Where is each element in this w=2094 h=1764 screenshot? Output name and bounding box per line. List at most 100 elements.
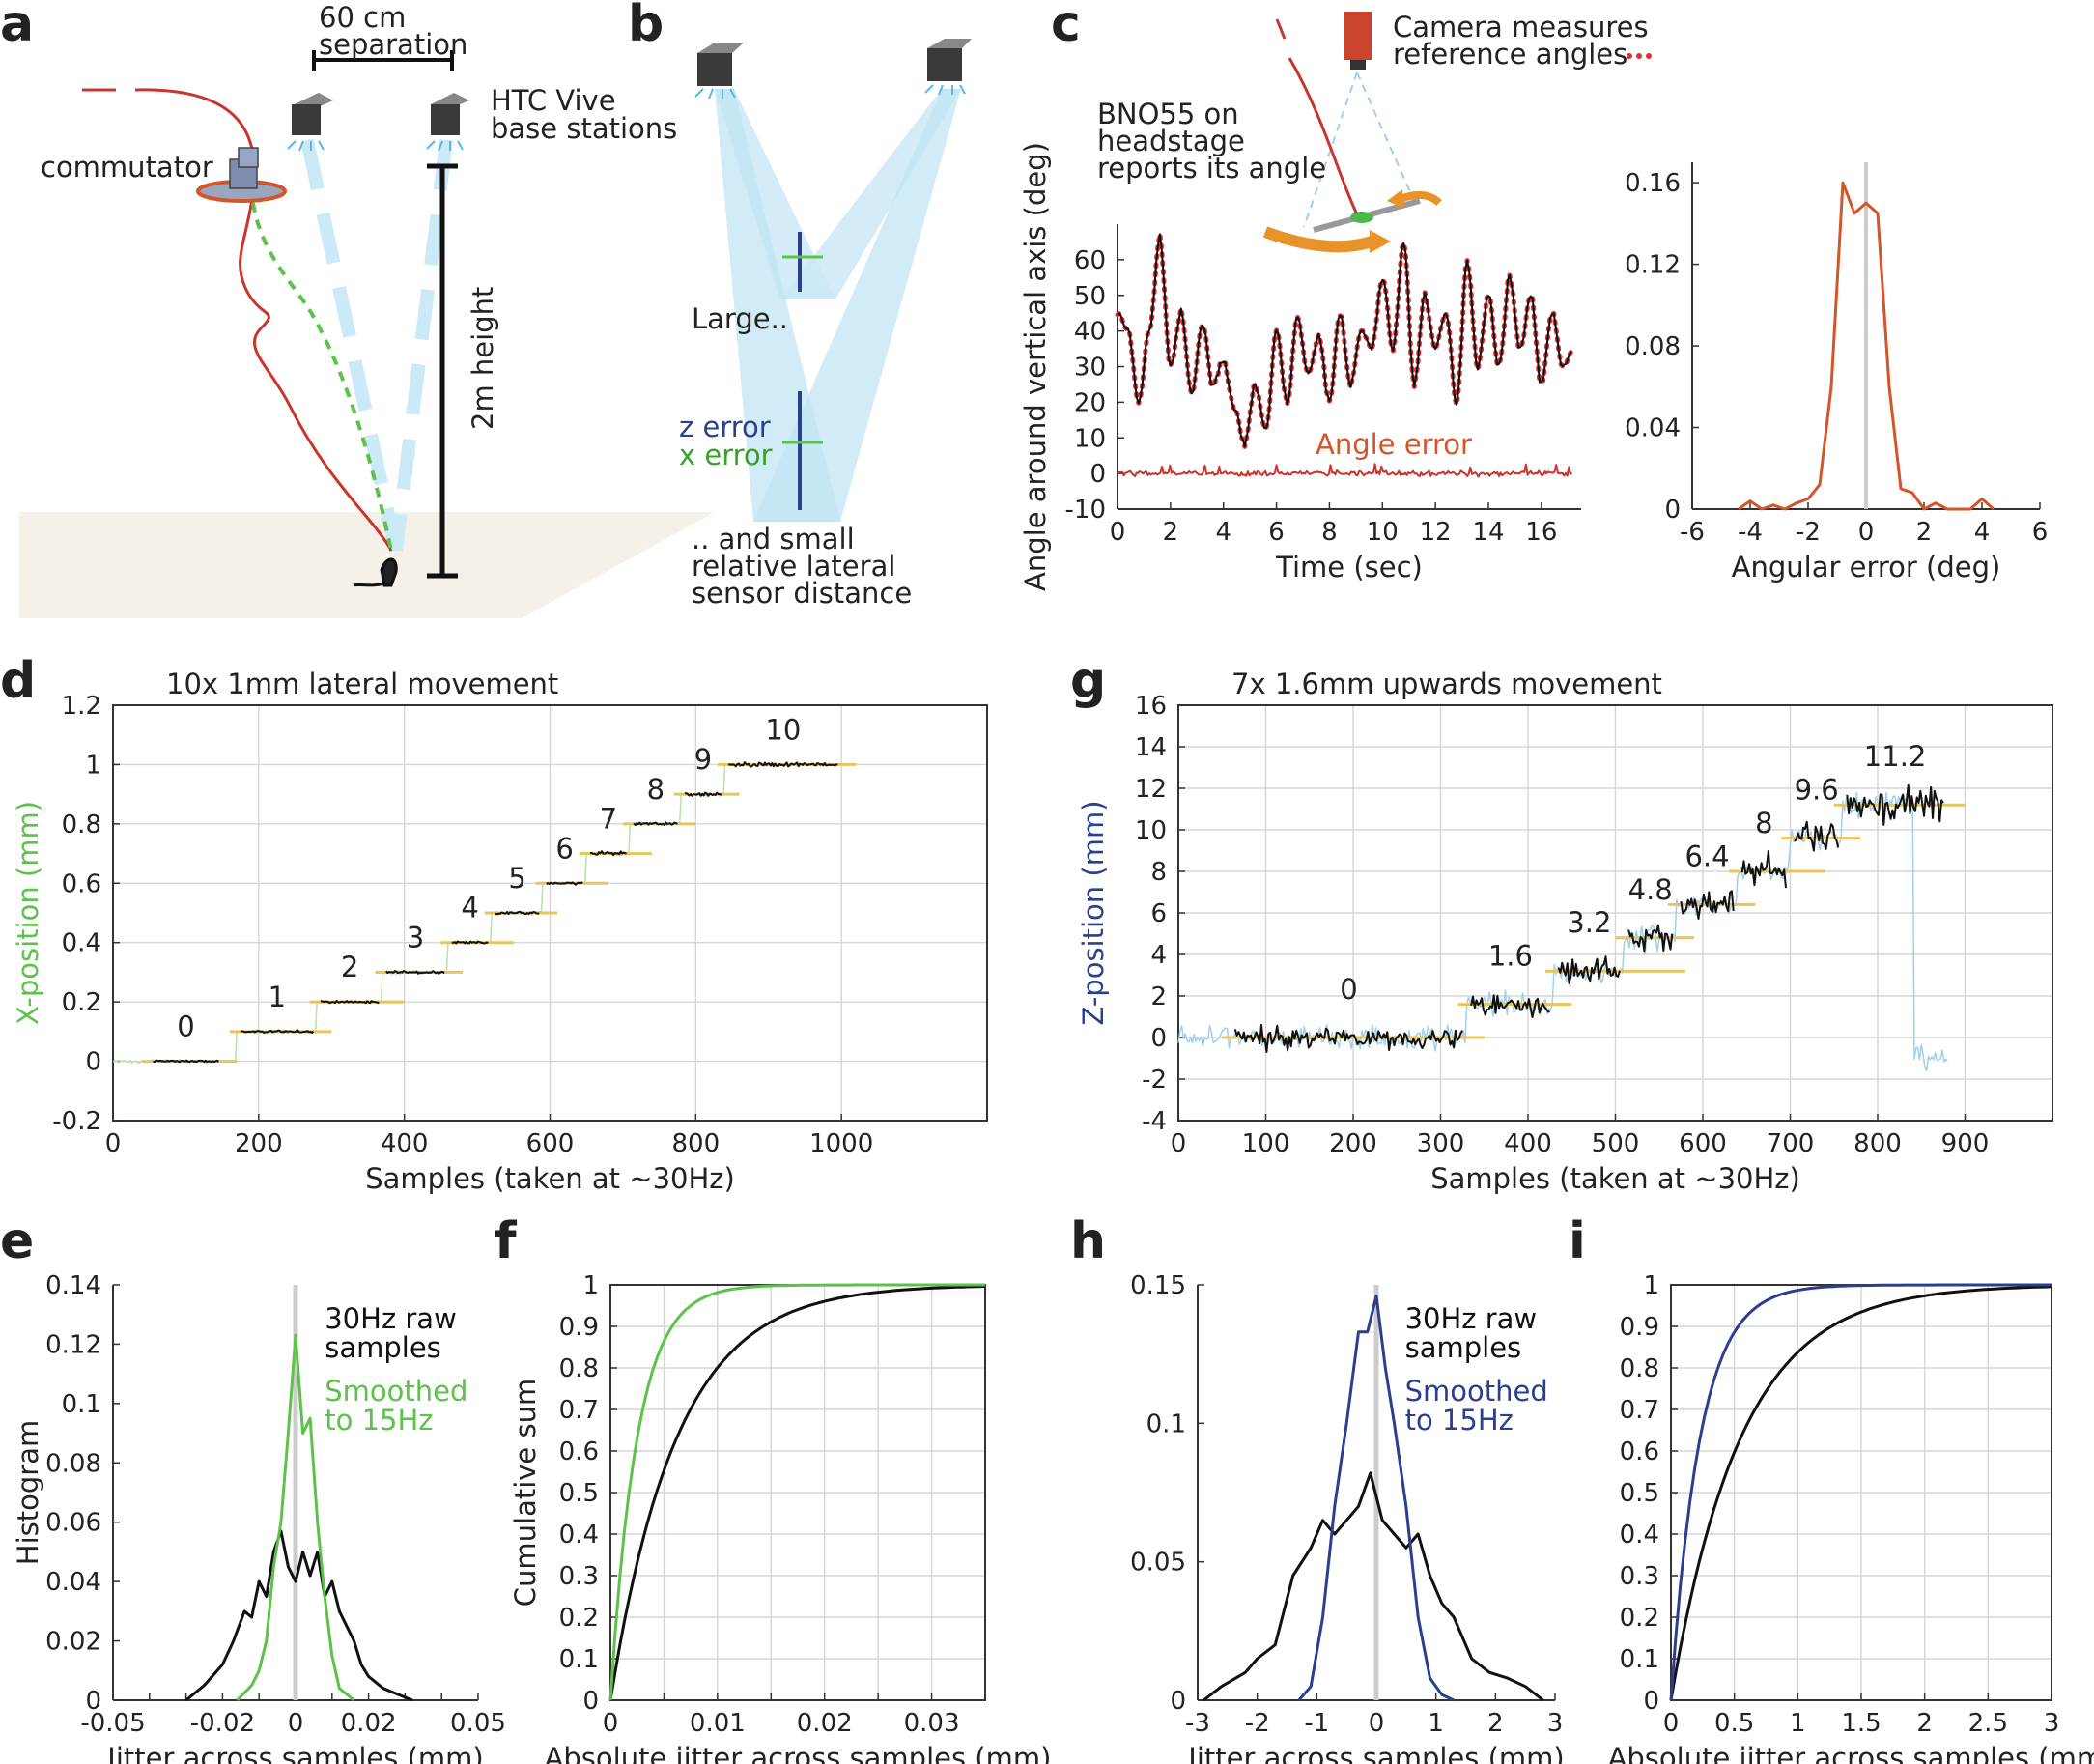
smoothed-cumulative-line	[1669, 1283, 2052, 1701]
chart-cumulative-x: 0 0.01 0.02 0.03 0 0.1 0.2 0.3 0.4 0.5 0.6 0.7 0.8 0.…	[509, 1271, 1051, 1764]
y-axis-label: Histogram	[12, 1420, 44, 1565]
y-tick-label: 0.06	[45, 1509, 101, 1538]
x-tick-label: -2	[1796, 518, 1821, 547]
y-tick-label: 0.4	[62, 929, 101, 958]
panel-label-b: b	[628, 0, 664, 53]
legend-label: Smoothed	[1405, 1375, 1548, 1408]
panel-label-d: d	[0, 652, 36, 710]
panel-label-f: f	[495, 1212, 518, 1270]
stationary-samples-line	[1627, 924, 1674, 953]
y-tick-label: 0.1	[62, 1390, 101, 1419]
y-tick-label: 0.6	[559, 1437, 599, 1466]
y-tick-label: 10	[1135, 816, 1167, 845]
small-label-1: .. and small	[692, 523, 855, 555]
y-tick-label: 12	[1135, 775, 1167, 804]
y-tick-label: -10	[1065, 496, 1106, 525]
x-axis-label: Samples (taken at ~30Hz)	[365, 1162, 735, 1195]
panel-label-c: c	[1051, 0, 1081, 53]
x-tick-label: 14	[1472, 518, 1504, 547]
chart-jitter-hist-z: -3 -2 -1 0 1 2 3 0 0.05 0.1 0.15 Jitter across samp…	[1130, 1271, 1565, 1764]
x-tick-label: 6	[2032, 518, 2049, 547]
y-tick-label: 0.04	[1625, 414, 1681, 443]
y-tick-label: 0	[1089, 460, 1106, 489]
x-tick-label: 800	[672, 1129, 721, 1158]
x-tick-label: 400	[381, 1129, 429, 1158]
rotation-arrow-icon	[1262, 226, 1373, 253]
y-tick-label: 1	[1643, 1271, 1659, 1300]
y-tick-label: 60	[1074, 246, 1106, 275]
x-tick-label: 0.03	[904, 1709, 960, 1738]
chart-jitter-hist-x: -0.05 -0.02 0 0.02 0.05 0 0.02 0.04 0.06 0.08 0.1 0…	[12, 1271, 506, 1764]
step-label: 9	[694, 743, 712, 776]
x-tick-label: 0.5	[1714, 1709, 1754, 1738]
x-tick-label: -3	[1185, 1709, 1210, 1738]
x-axis-label: Absolute jitter across samples (mm)	[1608, 1742, 2094, 1764]
angle-error-label: Angle error	[1316, 428, 1472, 461]
x-tick-label: 1000	[809, 1129, 873, 1158]
x-tick-label: 400	[1504, 1129, 1552, 1158]
raw-line	[1203, 1471, 1544, 1702]
base-station-b-right-icon	[924, 39, 972, 96]
smoothed-line	[1297, 1295, 1455, 1702]
x-tick-label: 700	[1767, 1129, 1815, 1158]
y-tick-label: 0.7	[1620, 1396, 1659, 1425]
chart-angular-error-hist: -6 -4 -2 0 2 4 6 0 0.04 0.08 0.12 0.16 Angular error…	[1625, 162, 2048, 583]
step-label: 3.2	[1567, 906, 1611, 939]
legend-label: samples	[1405, 1331, 1522, 1364]
y-tick-label: 1	[582, 1271, 599, 1300]
y-axis-label: Cumulative sum	[509, 1379, 542, 1607]
panel-label-a: a	[0, 0, 34, 53]
y-tick-label: 4	[1150, 941, 1167, 970]
y-tick-label: 0.12	[45, 1330, 101, 1359]
angular-error-line	[1738, 181, 1995, 511]
x-axis-label: Samples (taken at ~30Hz)	[1430, 1162, 1800, 1195]
base-stations-label-2: base stations	[491, 112, 677, 145]
y-tick-label: 0.2	[1620, 1604, 1659, 1633]
x-tick-label: 1	[1428, 1709, 1444, 1738]
y-tick-label: 0	[1664, 496, 1681, 525]
x-tick-label: -0.05	[80, 1709, 145, 1738]
x-axis-label: Jitter across samples (mm)	[105, 1742, 483, 1764]
stationary-samples-line	[1470, 994, 1550, 1018]
y-tick-label: 0	[85, 1687, 101, 1716]
x-tick-label: 200	[1329, 1129, 1377, 1158]
stationary-samples-line	[1740, 849, 1787, 889]
x-tick-label: 2	[1916, 1709, 1933, 1738]
y-tick-label: -4	[1142, 1107, 1167, 1136]
x-tick-label: 3	[2044, 1709, 2060, 1738]
y-tick-label: 0.3	[559, 1562, 599, 1591]
step-label: 11.2	[1864, 740, 1927, 773]
step-label: 0	[177, 1010, 194, 1043]
x-tick-label: 2	[1487, 1709, 1504, 1738]
x-tick-label: 0	[603, 1709, 619, 1738]
y-tick-label: 0.3	[1620, 1562, 1659, 1591]
step-label: 9.6	[1795, 774, 1839, 807]
raw-cumulative-line	[1669, 1285, 2052, 1701]
x-tick-label: 0	[1171, 1129, 1187, 1158]
x-tick-label: 2	[1916, 518, 1933, 547]
x-tick-label: 0.05	[450, 1709, 506, 1738]
base-station-left-icon	[287, 93, 333, 152]
y-tick-label: 0.04	[45, 1568, 101, 1597]
small-label-2: relative lateral	[692, 550, 895, 583]
x-tick-label: 100	[1242, 1129, 1290, 1158]
y-tick-label: 6	[1150, 899, 1167, 928]
y-tick-label: 0.6	[1620, 1437, 1659, 1466]
step-label: 6.4	[1684, 839, 1729, 872]
stationary-samples-line	[684, 791, 722, 797]
y-tick-label: 0.4	[559, 1521, 599, 1550]
x-tick-label: -1	[1304, 1709, 1329, 1738]
stationary-samples-line	[495, 910, 540, 916]
y-tick-label: 0.7	[559, 1396, 599, 1425]
x-tick-label: -0.02	[190, 1709, 255, 1738]
y-axis-label: Angle around vertical axis (deg)	[1019, 142, 1052, 591]
y-tick-label: 0.4	[1620, 1521, 1659, 1550]
y-tick-label: 0	[85, 1048, 101, 1077]
stationary-samples-line	[1846, 783, 1944, 826]
x-tick-label: 0.01	[690, 1709, 746, 1738]
x-tick-label: 2.5	[1968, 1709, 2008, 1738]
step-label: 1.6	[1488, 940, 1533, 973]
step-label: 1	[268, 981, 285, 1013]
step-label: 6	[555, 832, 573, 865]
